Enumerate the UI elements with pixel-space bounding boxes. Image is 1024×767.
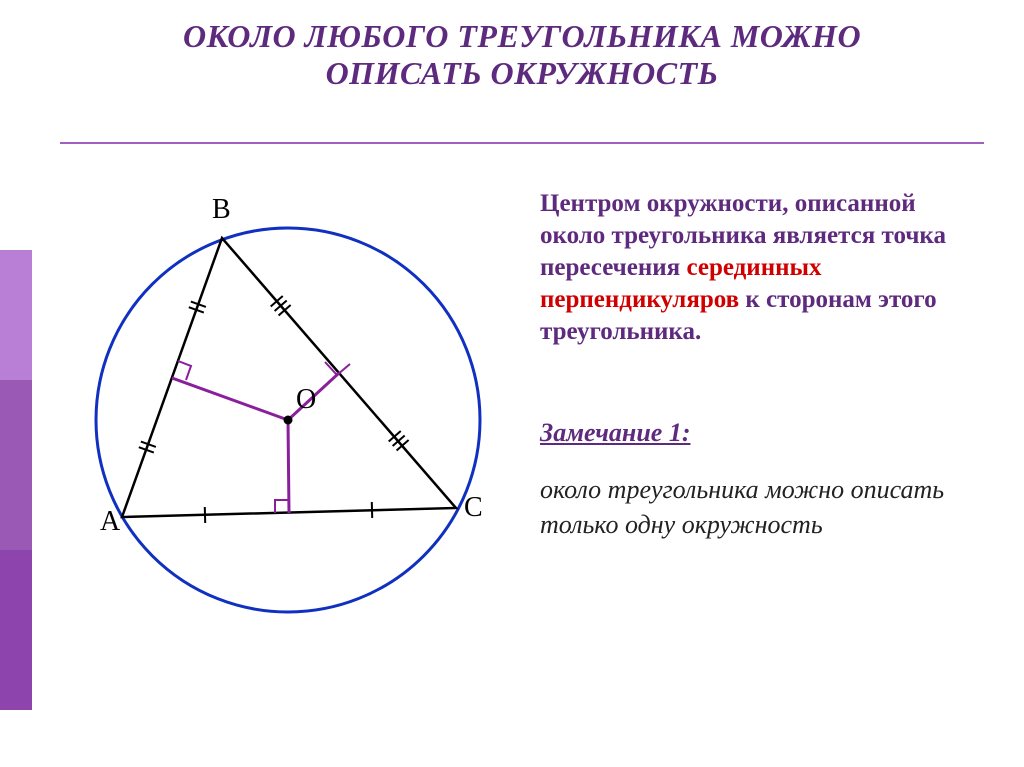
horizontal-rule [60,142,984,144]
tick-marks [139,296,409,523]
left-accent-sidebar [0,250,32,710]
circumscribed-circle-diagram: A B C O [60,160,520,630]
vertex-labels: A B C O [100,194,483,537]
page-title: ОКОЛО ЛЮБОГО ТРЕУГОЛЬНИКА МОЖНО ОПИСАТЬ … [60,18,984,92]
label-b: B [212,194,231,225]
note-title: Замечание 1: [540,418,984,448]
note-body: около треугольника можно описать только … [540,472,984,542]
title-line-2: ОПИСАТЬ ОКРУЖНОСТЬ [326,55,719,91]
sidebar-seg-2 [0,380,32,550]
label-a: A [100,506,121,537]
theorem-paragraph: Центром окружности, описанной около треу… [540,188,984,348]
center-point-o [284,416,293,425]
right-text-column: Центром окружности, описанной около треу… [540,188,984,542]
title-line-1: ОКОЛО ЛЮБОГО ТРЕУГОЛЬНИКА МОЖНО [183,18,861,54]
right-angle-marks [178,361,350,513]
sidebar-seg-3 [0,550,32,710]
label-o: O [296,384,316,415]
sidebar-seg-1 [0,250,32,380]
label-c: C [464,492,483,523]
